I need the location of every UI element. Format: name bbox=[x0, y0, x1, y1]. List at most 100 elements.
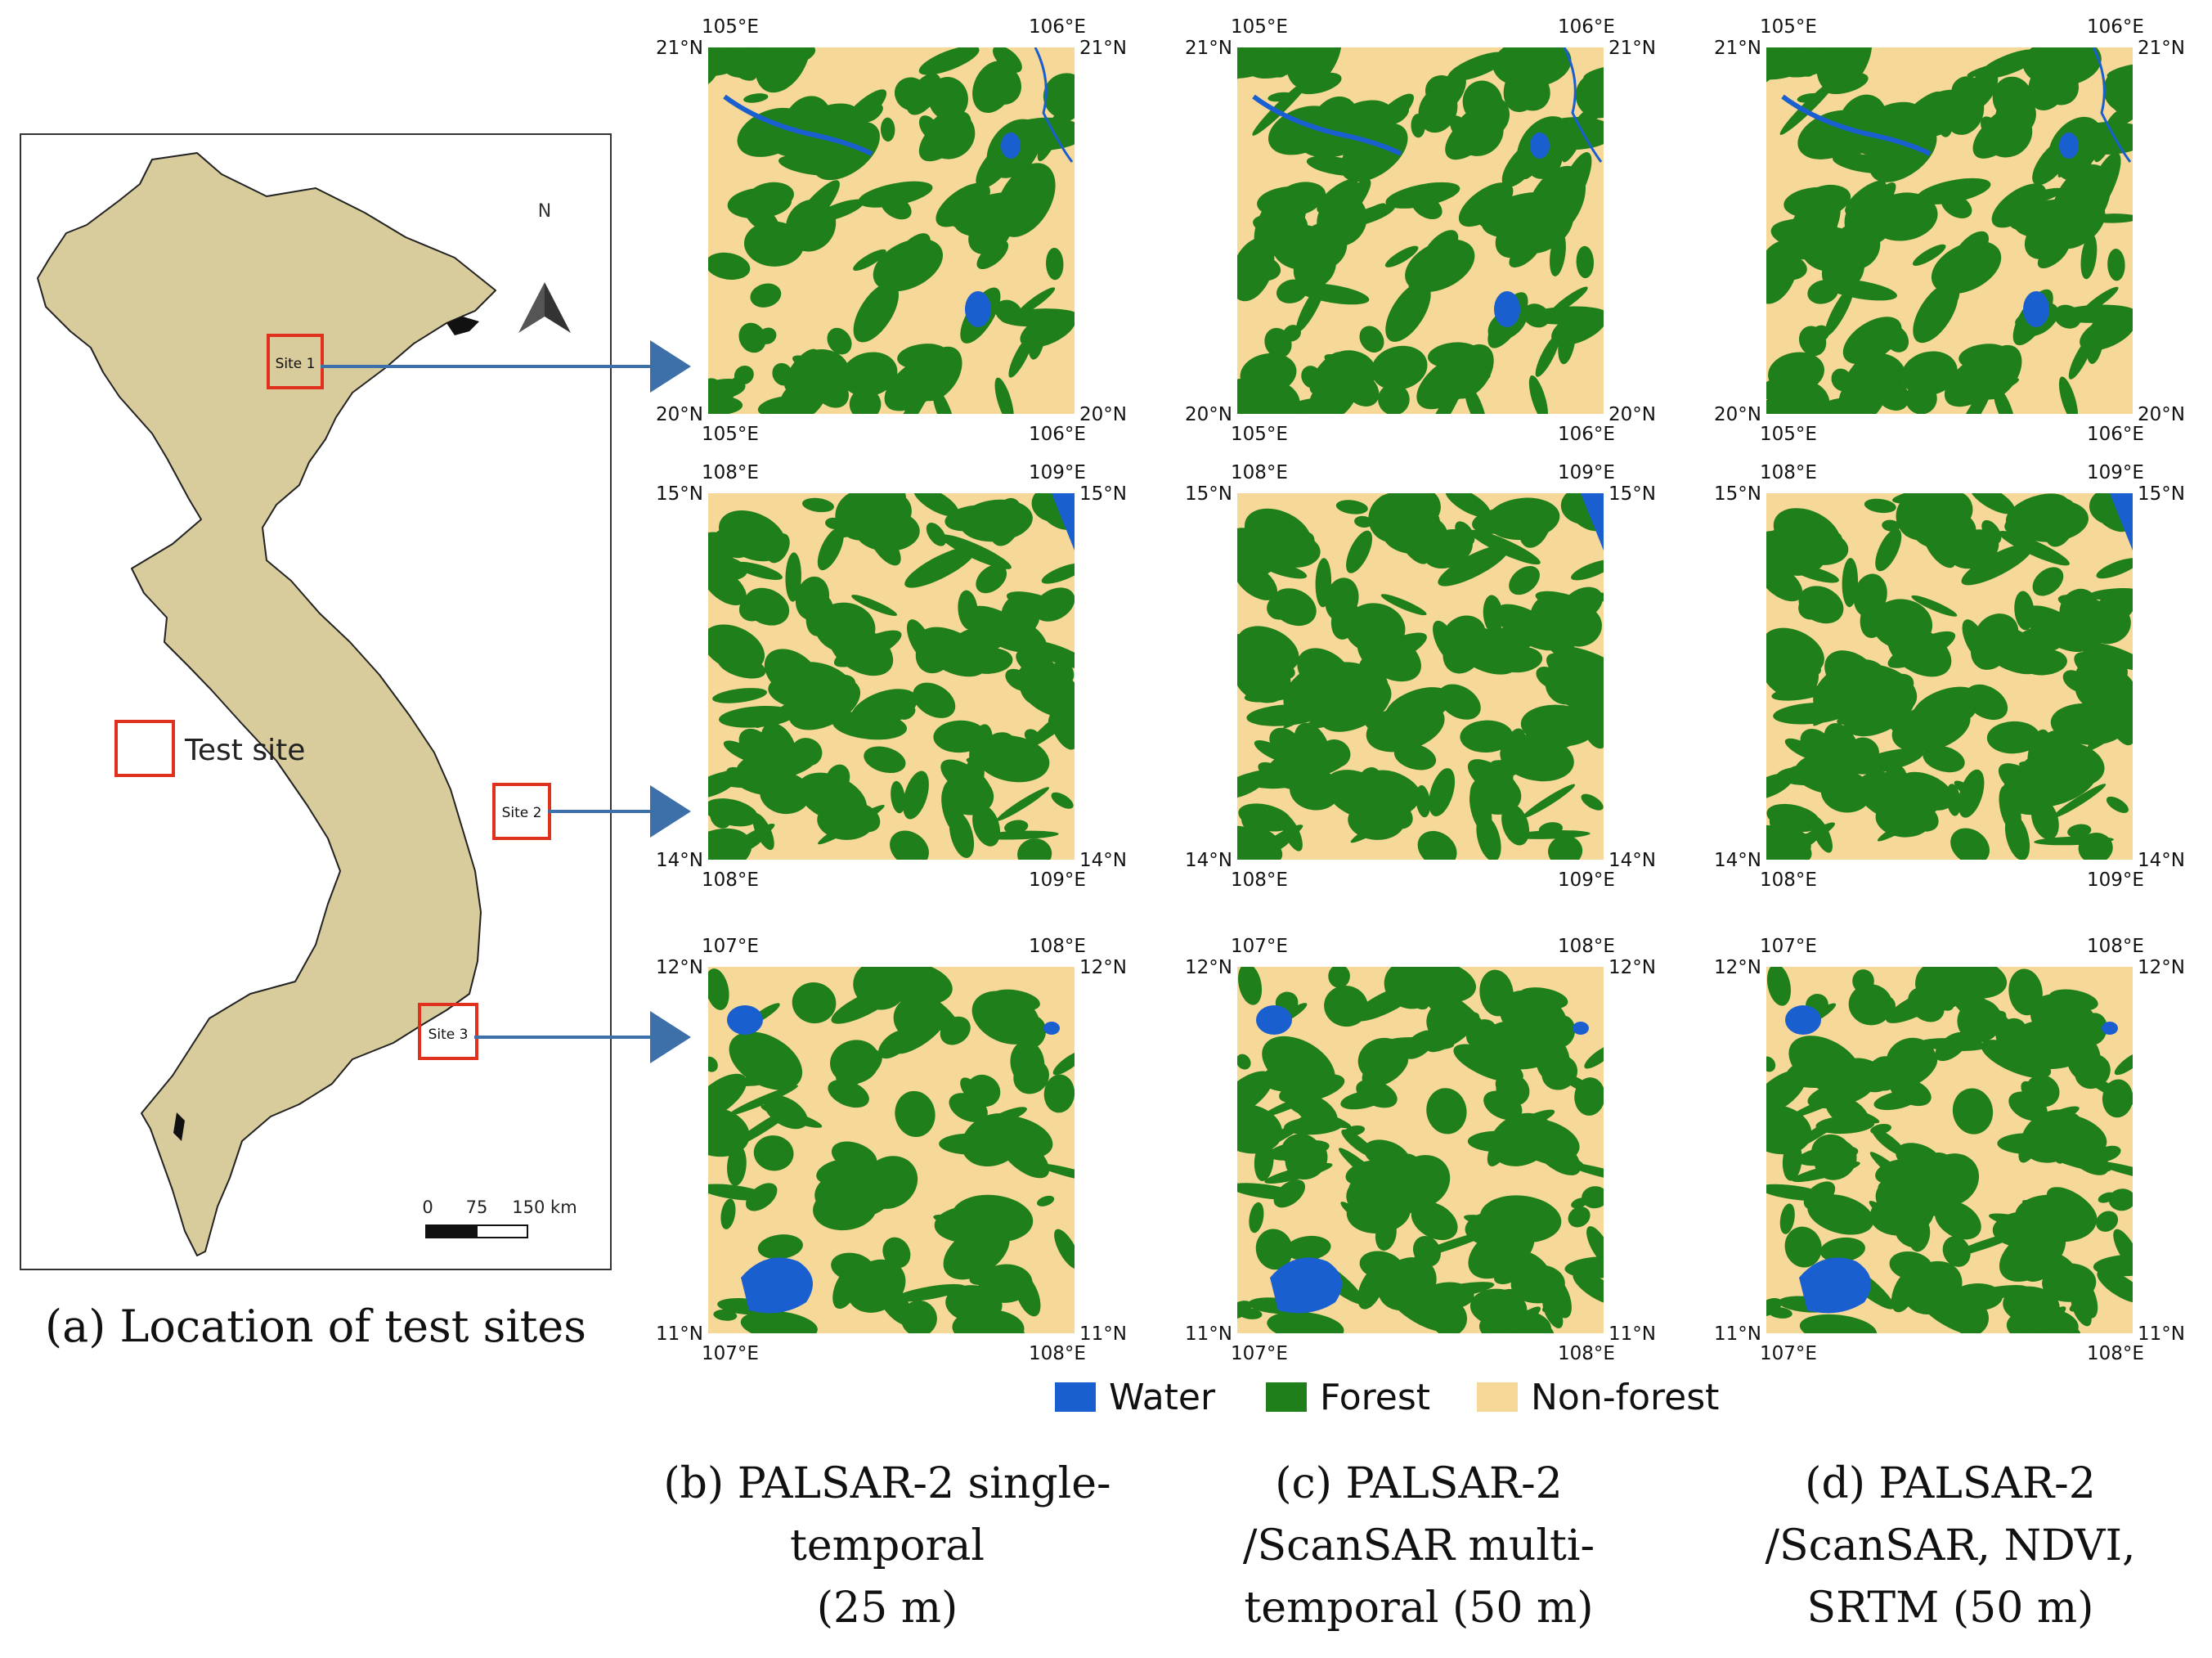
coord-west-bottom: 105°E bbox=[702, 424, 759, 445]
caption-col-d: (d) PALSAR-2 /ScanSAR, NDVI, SRTM (50 m) bbox=[1693, 1453, 2208, 1639]
location-caption: (a) Location of test sites bbox=[45, 1301, 586, 1352]
coord-east-bottom: 109°E bbox=[1558, 869, 1615, 891]
north-label: N bbox=[538, 201, 551, 222]
coord-north-right: 12°N bbox=[1079, 957, 1127, 978]
site-arrows bbox=[321, 340, 691, 1063]
water-bodies bbox=[727, 1005, 1060, 1314]
caption-c-line1: (c) PALSAR-2 bbox=[1275, 1459, 1563, 1508]
location-map-frame: N Site 1 Site 2 Site 3 Test site 0 75 15… bbox=[20, 133, 612, 1270]
caption-col-b: (b) PALSAR-2 single- temporal (25 m) bbox=[621, 1453, 1153, 1639]
caption-col-c: (c) PALSAR-2 /ScanSAR multi- temporal (5… bbox=[1161, 1453, 1676, 1639]
water-bodies bbox=[1256, 1005, 1589, 1314]
coord-north-right: 15°N bbox=[1609, 483, 1656, 505]
test-site-legend-label: Test site bbox=[184, 734, 305, 767]
classification-raster bbox=[1766, 47, 2133, 414]
caption-c-line2: /ScanSAR multi- bbox=[1242, 1521, 1595, 1570]
panel-row1-colb bbox=[708, 47, 1075, 414]
coord-east-bottom: 108°E bbox=[1558, 1343, 1615, 1364]
caption-b-line1: (b) PALSAR-2 single- bbox=[663, 1459, 1111, 1508]
coord-north-left: 15°N bbox=[1185, 483, 1232, 505]
coord-north-right: 12°N bbox=[2138, 957, 2185, 978]
legend-swatch-nonforest bbox=[1477, 1382, 1518, 1412]
legend-label-nonforest: Non-forest bbox=[1531, 1377, 1720, 1418]
coord-south-left: 14°N bbox=[1714, 850, 1761, 871]
scalebar-white bbox=[476, 1224, 528, 1238]
forest-patches bbox=[708, 47, 1075, 414]
water-bodies bbox=[723, 47, 1074, 327]
coord-east-top: 106°E bbox=[1558, 16, 1615, 38]
legend-swatch-forest bbox=[1266, 1382, 1307, 1412]
coord-south-right: 14°N bbox=[1609, 850, 1656, 871]
arrow-site-2 bbox=[548, 785, 691, 838]
coord-south-right: 11°N bbox=[1609, 1323, 1656, 1345]
legend-label-water: Water bbox=[1109, 1377, 1216, 1418]
coord-west-bottom: 105°E bbox=[1231, 424, 1288, 445]
coord-west-top: 107°E bbox=[702, 936, 759, 957]
coord-south-left: 14°N bbox=[1185, 850, 1232, 871]
island-phu-quoc bbox=[173, 1112, 185, 1141]
forest-patches bbox=[1237, 493, 1604, 860]
coord-south-left: 11°N bbox=[1714, 1323, 1761, 1345]
coord-north-left: 12°N bbox=[1714, 957, 1761, 978]
coord-west-top: 107°E bbox=[1231, 936, 1288, 957]
scalebar-label-150: 150 km bbox=[512, 1197, 577, 1217]
coord-west-top: 108°E bbox=[1231, 462, 1288, 483]
coord-south-left: 11°N bbox=[656, 1323, 703, 1345]
classification-raster bbox=[1766, 967, 2133, 1333]
legend-swatch-water bbox=[1055, 1382, 1096, 1412]
coord-east-bottom: 106°E bbox=[2087, 424, 2144, 445]
coord-north-right: 21°N bbox=[1609, 38, 1656, 59]
coord-west-bottom: 105°E bbox=[1760, 424, 1817, 445]
coord-south-right: 20°N bbox=[2138, 404, 2185, 425]
caption-d-line1: (d) PALSAR-2 bbox=[1805, 1459, 2096, 1508]
coord-south-right: 14°N bbox=[2138, 850, 2185, 871]
vietnam-landmass bbox=[37, 152, 496, 1256]
coord-north-left: 21°N bbox=[1714, 38, 1761, 59]
coord-east-bottom: 108°E bbox=[2087, 1343, 2144, 1364]
coord-north-left: 15°N bbox=[1714, 483, 1761, 505]
coord-south-right: 11°N bbox=[2138, 1323, 2185, 1345]
forest-patches bbox=[1237, 967, 1604, 1333]
classification-raster bbox=[1237, 47, 1604, 414]
caption-c-line3: temporal (50 m) bbox=[1244, 1584, 1594, 1633]
coord-south-left: 20°N bbox=[656, 404, 703, 425]
panel-row1-cold bbox=[1766, 47, 2133, 414]
island-coast bbox=[446, 317, 479, 335]
coord-east-bottom: 109°E bbox=[1029, 869, 1086, 891]
coord-north-left: 21°N bbox=[1185, 38, 1232, 59]
scalebar-black bbox=[425, 1224, 478, 1238]
coord-north-right: 15°N bbox=[1079, 483, 1127, 505]
coord-east-bottom: 108°E bbox=[1029, 1343, 1086, 1364]
coord-east-bottom: 109°E bbox=[2087, 869, 2144, 891]
coord-south-right: 14°N bbox=[1079, 850, 1127, 871]
coord-west-bottom: 108°E bbox=[1231, 869, 1288, 891]
coord-north-left: 12°N bbox=[656, 957, 703, 978]
caption-d-line3: SRTM (50 m) bbox=[1806, 1584, 2094, 1633]
forest-patches bbox=[1766, 493, 2133, 860]
caption-b-line2: temporal bbox=[789, 1521, 985, 1570]
panel-row3-colc bbox=[1237, 967, 1604, 1333]
coord-west-top: 107°E bbox=[1760, 936, 1817, 957]
coord-west-bottom: 108°E bbox=[1760, 869, 1817, 891]
classification-raster bbox=[1237, 493, 1604, 860]
test-site-legend-box bbox=[114, 720, 175, 777]
arrow-site-3 bbox=[474, 1011, 691, 1063]
forest-patches bbox=[708, 967, 1075, 1333]
coord-east-bottom: 106°E bbox=[1558, 424, 1615, 445]
site-3-label: Site 3 bbox=[428, 1027, 469, 1043]
coord-east-top: 108°E bbox=[2087, 936, 2144, 957]
coord-north-left: 21°N bbox=[656, 38, 703, 59]
arrow-site-1 bbox=[321, 340, 691, 393]
coord-east-top: 108°E bbox=[1558, 936, 1615, 957]
coord-east-bottom: 106°E bbox=[1029, 424, 1086, 445]
coord-north-right: 21°N bbox=[2138, 38, 2185, 59]
coord-west-bottom: 108°E bbox=[702, 869, 759, 891]
classification-raster bbox=[1766, 493, 2133, 860]
scalebar-label-0: 0 bbox=[422, 1197, 433, 1217]
coord-west-bottom: 107°E bbox=[1760, 1343, 1817, 1364]
coord-west-top: 108°E bbox=[1760, 462, 1817, 483]
site-3-box bbox=[418, 1003, 478, 1060]
coord-east-top: 109°E bbox=[1029, 462, 1086, 483]
coord-west-top: 108°E bbox=[702, 462, 759, 483]
coord-south-right: 20°N bbox=[1079, 404, 1127, 425]
